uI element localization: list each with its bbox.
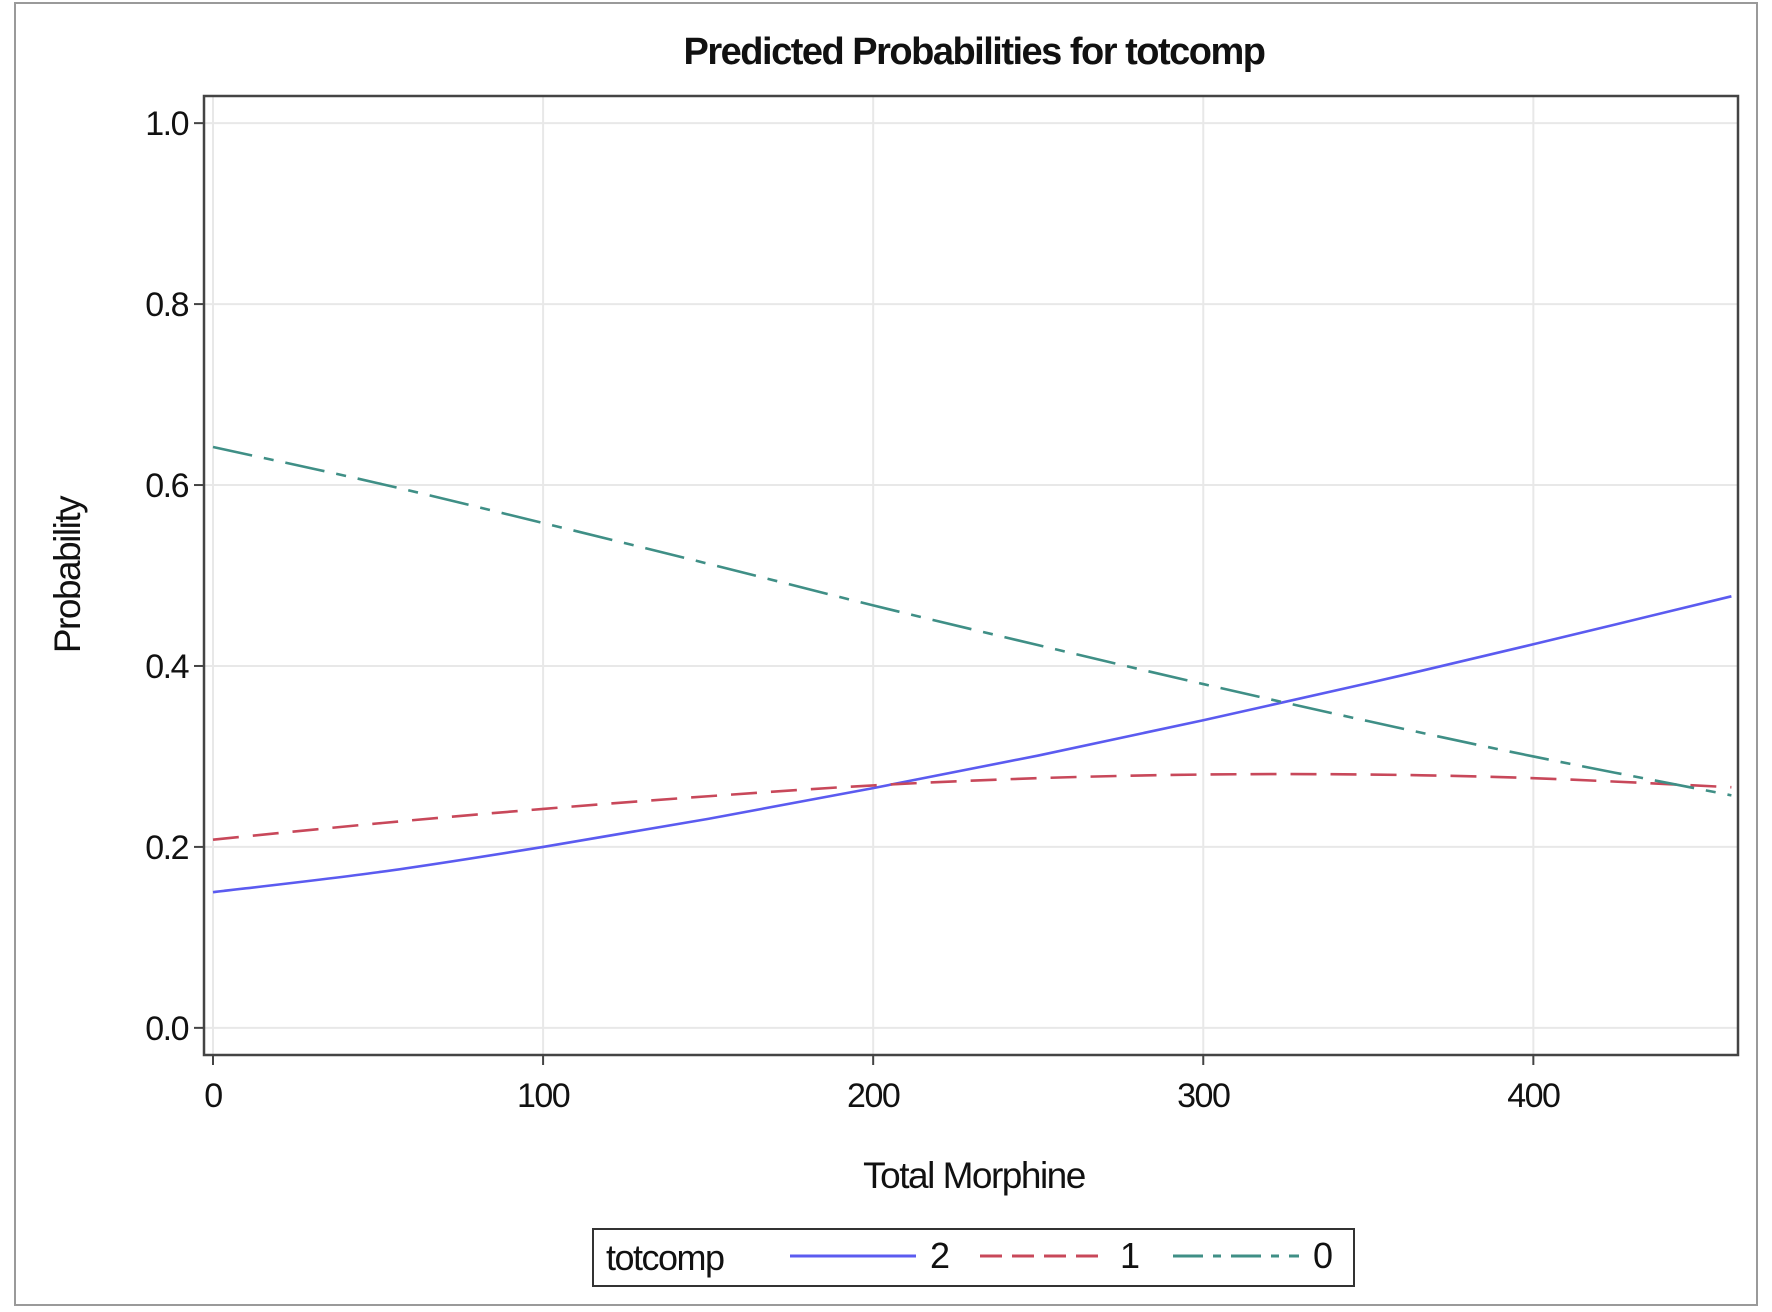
x-tick-label: 0 <box>204 1077 222 1115</box>
series-layer <box>212 445 1732 894</box>
grid <box>204 96 1738 1055</box>
y-tick-label: 0.8 <box>145 286 188 324</box>
y-tick-label: 0.0 <box>145 1010 188 1048</box>
y-tick-label: 0.2 <box>145 829 188 867</box>
legend-label-1: 1 <box>1120 1235 1139 1276</box>
legend-label-2: 2 <box>930 1235 949 1276</box>
x-axis-label: Total Morphine <box>863 1155 1085 1196</box>
x-tick-label: 100 <box>517 1077 570 1115</box>
series-line-1 <box>212 772 1732 841</box>
axes: 0.0 0.2 0.4 0.6 0.8 1.0 0 100 200 300 400 <box>145 105 1561 1115</box>
y-axis-label: Probability <box>47 495 88 653</box>
series-line-0 <box>212 445 1732 797</box>
legend-items: 2 1 0 <box>790 1235 1334 1276</box>
legend-box <box>592 1228 1355 1287</box>
x-tick-label: 300 <box>1177 1077 1230 1115</box>
plot-border <box>202 94 1740 1057</box>
chart-title: Predicted Probabilities for totcomp <box>684 31 1265 73</box>
y-tick-label: 0.4 <box>145 648 188 686</box>
series-line-2 <box>212 595 1732 894</box>
legend-title: totcomp <box>606 1237 724 1278</box>
x-tick-label: 200 <box>847 1077 900 1115</box>
x-tick-label: 400 <box>1507 1077 1560 1115</box>
y-tick-label: 1.0 <box>145 105 188 143</box>
legend-label-0: 0 <box>1313 1235 1332 1276</box>
legend: totcomp 2 1 0 <box>592 1228 1355 1287</box>
plot-area <box>204 96 1738 1055</box>
y-tick-label: 0.6 <box>145 467 188 505</box>
